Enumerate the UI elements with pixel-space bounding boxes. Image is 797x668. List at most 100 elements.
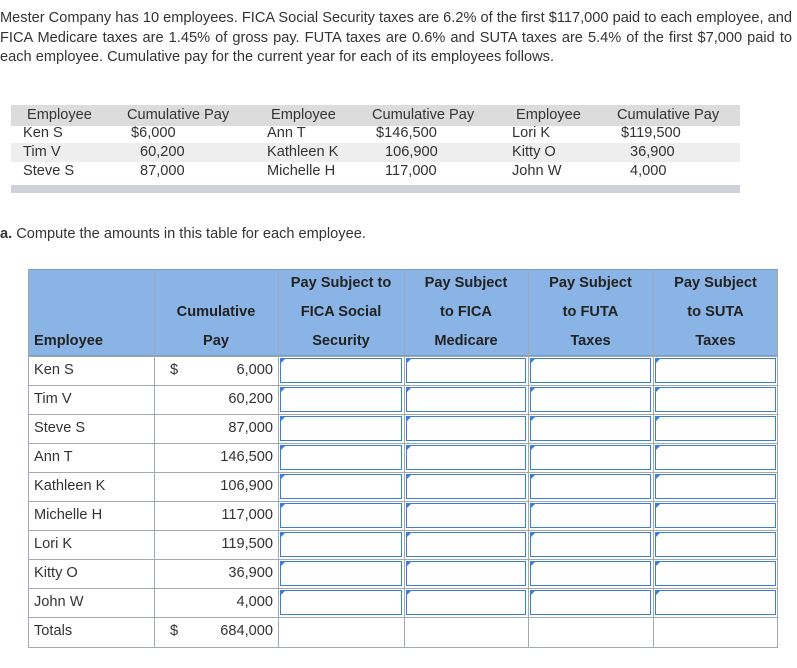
info-header: Employee: [27, 107, 92, 123]
fica-ss-input[interactable]: [280, 503, 402, 528]
fica-medicare-input[interactable]: [406, 590, 526, 615]
fica-medicare-input[interactable]: [406, 503, 526, 528]
header-futa: Taxes: [570, 333, 611, 349]
header-suta: Pay Subject: [674, 275, 757, 291]
question-letter: a.: [0, 226, 13, 242]
cumulative-pay: 119,500: [221, 536, 273, 552]
header-fica-ss: FICA Social: [300, 304, 382, 320]
fica-medicare-input[interactable]: [406, 474, 526, 499]
futa-input[interactable]: [530, 445, 651, 470]
suta-input[interactable]: [655, 532, 776, 557]
suta-input[interactable]: [655, 561, 776, 586]
futa-input[interactable]: [530, 358, 651, 383]
futa-input[interactable]: [530, 503, 651, 528]
fica-ss-input[interactable]: [280, 561, 402, 586]
futa-input[interactable]: [530, 416, 651, 441]
info-row: Ken S $6,000 Ann T $146,500 Lori K $119,…: [11, 124, 740, 143]
question-text: Compute the amounts in this table for ea…: [16, 226, 366, 242]
suta-input[interactable]: [655, 358, 776, 383]
info-header: Cumulative Pay: [617, 107, 720, 123]
fica-medicare-input[interactable]: [406, 387, 526, 412]
fica-medicare-input[interactable]: [406, 445, 526, 470]
header-cumulative: Cumulative: [176, 304, 256, 320]
futa-input[interactable]: [530, 474, 651, 499]
info-cell: $146,500: [376, 125, 437, 141]
employee-name: Lori K: [34, 536, 73, 552]
header-fica-med: to FICA: [440, 304, 492, 320]
currency-symbol: $: [170, 623, 179, 639]
info-cell: 36,900: [630, 144, 675, 160]
info-cell: 87,000: [140, 163, 185, 179]
fica-medicare-input[interactable]: [406, 358, 526, 383]
fica-ss-input[interactable]: [280, 590, 402, 615]
info-cell: Steve S: [23, 163, 75, 179]
fica-ss-input[interactable]: [280, 445, 402, 470]
header-futa: Pay Subject: [549, 275, 632, 291]
futa-input[interactable]: [530, 532, 651, 557]
fica-ss-input[interactable]: [280, 532, 402, 557]
info-cell: 60,200: [140, 144, 185, 160]
employee-name: Tim V: [34, 391, 72, 407]
header-employee: Employee: [34, 333, 103, 349]
cumulative-pay: 6,000: [236, 362, 273, 378]
problem-statement: Mester Company has 10 employees. FICA So…: [0, 10, 792, 66]
cumulative-pay: 117,000: [221, 507, 273, 523]
info-cell: Ann T: [267, 125, 306, 141]
header-fica-ss: Security: [312, 333, 370, 349]
employee-name: Ken S: [34, 362, 74, 378]
suta-input[interactable]: [655, 416, 776, 441]
cumulative-pay: 4,000: [236, 594, 273, 610]
header-fica-med: Medicare: [434, 333, 498, 349]
cumulative-pay: 36,900: [228, 565, 273, 581]
suta-input[interactable]: [655, 590, 776, 615]
info-footer-band: [11, 185, 740, 193]
header-futa: to FUTA: [562, 304, 619, 320]
employee-name: Kitty O: [34, 565, 78, 581]
futa-input[interactable]: [530, 561, 651, 586]
employee-pay-table: Employee Cumulative Pay Employee Cumulat…: [11, 105, 740, 195]
info-header: Cumulative Pay: [372, 107, 475, 123]
fica-ss-input[interactable]: [280, 474, 402, 499]
info-cell: Tim V: [23, 144, 61, 160]
header-suta: Taxes: [695, 333, 736, 349]
info-cell: 117,000: [385, 163, 437, 179]
suta-input[interactable]: [655, 445, 776, 470]
cumulative-pay: 106,900: [220, 478, 273, 494]
suta-input[interactable]: [655, 387, 776, 412]
info-cell: Ken S: [23, 125, 63, 141]
cumulative-pay: 146,500: [220, 449, 273, 465]
info-cell: 106,900: [385, 144, 438, 160]
employee-name: Michelle H: [34, 507, 103, 523]
info-cell: Kitty O: [512, 144, 556, 160]
answer-grid: Employee Cumulative Pay Pay Subject to F…: [28, 269, 778, 648]
employee-name: Ann T: [34, 449, 73, 465]
fica-ss-input[interactable]: [280, 387, 402, 412]
futa-input[interactable]: [530, 590, 651, 615]
info-header: Employee: [516, 107, 581, 123]
info-header: Employee: [271, 107, 336, 123]
info-header-band: [11, 105, 740, 126]
futa-input[interactable]: [530, 387, 651, 412]
suta-input[interactable]: [655, 474, 776, 499]
fica-medicare-input[interactable]: [406, 416, 526, 441]
fica-medicare-input[interactable]: [406, 561, 526, 586]
currency-symbol: $: [170, 362, 179, 378]
question-prompt: a. Compute the amounts in this table for…: [0, 226, 366, 242]
suta-input[interactable]: [655, 503, 776, 528]
employee-name: John W: [34, 594, 84, 610]
total-cumulative-pay: 684,000: [220, 623, 273, 639]
fica-medicare-input[interactable]: [406, 532, 526, 557]
cumulative-pay: 87,000: [228, 420, 273, 436]
employee-name: Steve S: [34, 420, 86, 436]
info-cell: Michelle H: [267, 163, 336, 179]
info-cell: 4,000: [630, 163, 667, 179]
header-pay: Pay: [203, 333, 229, 349]
fica-ss-input[interactable]: [280, 358, 402, 383]
info-header: Cumulative Pay: [127, 107, 230, 123]
cumulative-pay: 60,200: [228, 391, 273, 407]
header-fica-med: Pay Subject: [424, 275, 508, 291]
employee-name: Kathleen K: [34, 478, 106, 494]
fica-ss-input[interactable]: [280, 416, 402, 441]
info-cell: $119,500: [621, 125, 681, 141]
info-cell: Lori K: [512, 125, 551, 141]
